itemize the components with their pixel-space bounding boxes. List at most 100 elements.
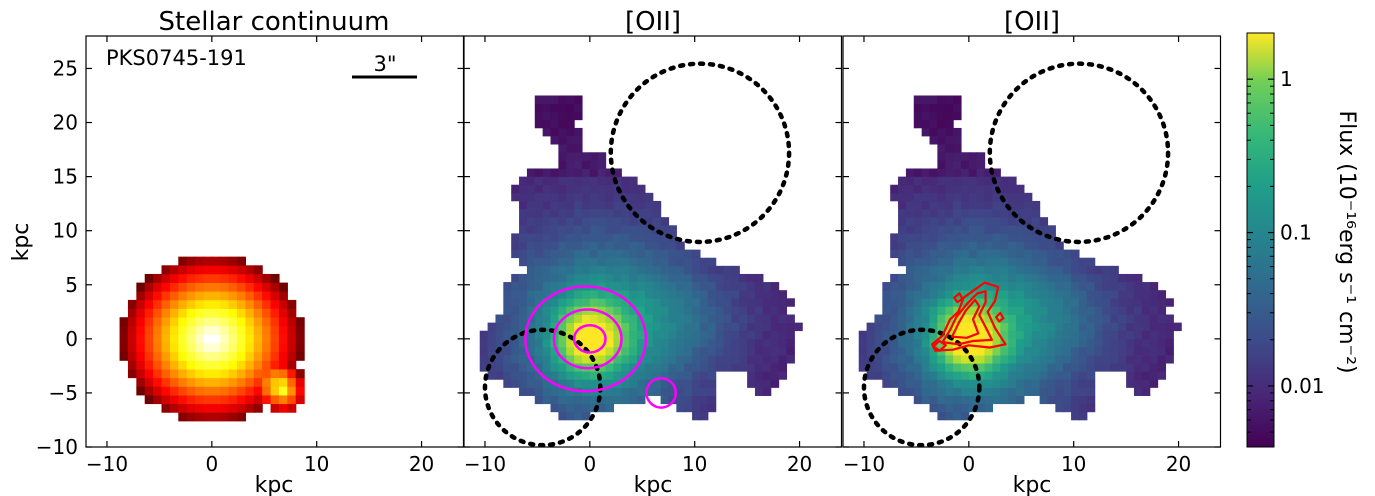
oii-pixel [1102, 338, 1111, 348]
continuum-pixel [245, 325, 255, 335]
oii-pixel [1078, 322, 1088, 332]
oii-pixel [1165, 322, 1174, 332]
oii-pixel [992, 379, 1001, 388]
continuum-pixel [245, 360, 255, 370]
continuum-pixel [253, 317, 263, 327]
oii-pixel [945, 411, 954, 421]
oii-pixel [566, 249, 575, 259]
oii-pixel [692, 306, 701, 315]
oii-pixel [566, 184, 575, 194]
oii-pixel [574, 330, 583, 340]
oii-pixel [1141, 338, 1151, 348]
y-tick-label: 15 [53, 165, 78, 189]
oii-pixel [945, 184, 954, 194]
oii-pixel [684, 371, 693, 380]
oii-pixel [676, 346, 685, 356]
oii-pixel [1055, 371, 1064, 380]
oii-pixel [1149, 298, 1159, 307]
oii-pixel [1016, 338, 1025, 348]
continuum-pixel [270, 325, 280, 335]
oii-pixel [1000, 387, 1009, 396]
oii-pixel [1047, 338, 1056, 348]
oii-pixel [984, 192, 994, 202]
oii-pixel [534, 306, 544, 315]
oii-pixel [637, 298, 646, 307]
oii-pixel [526, 200, 536, 210]
oii-pixel [1023, 265, 1033, 275]
y-tick-label: 0 [65, 327, 78, 351]
oii-pixel [762, 379, 772, 388]
oii-pixel [542, 111, 552, 121]
oii-pixel [668, 330, 677, 340]
oii-pixel [1071, 330, 1080, 340]
continuum-pixel [253, 377, 263, 387]
oii-pixel [778, 290, 788, 299]
continuum-pixel [270, 403, 280, 413]
oii-pixel [707, 403, 717, 413]
oii-pixel [898, 225, 907, 234]
continuum-pixel [144, 334, 154, 344]
oii-pixel [945, 355, 954, 364]
oii-pixel [937, 144, 946, 153]
oii-pixel [581, 322, 591, 332]
oii-pixel [882, 346, 891, 356]
continuum-pixel [278, 369, 288, 379]
oii-pixel [637, 249, 646, 259]
continuum-pixel [195, 265, 205, 275]
continuum-pixel [195, 360, 205, 370]
oii-pixel [597, 192, 607, 202]
oii-pixel [1023, 241, 1033, 250]
oii-pixel [1047, 298, 1056, 307]
continuum-pixel [169, 273, 179, 283]
oii-pixel [699, 314, 709, 323]
oii-pixel [754, 282, 764, 291]
oii-pixel [992, 225, 1001, 234]
oii-pixel [684, 314, 693, 323]
oii-pixel [945, 176, 954, 186]
oii-pixel [550, 306, 559, 315]
continuum-pixel [220, 308, 230, 318]
continuum-pixel [211, 377, 221, 387]
oii-pixel [1086, 265, 1096, 275]
oii-pixel [1063, 387, 1072, 396]
oii-pixel [1165, 338, 1174, 348]
oii-pixel [1133, 387, 1143, 396]
x-tick-label: 0 [962, 452, 975, 476]
oii-pixel [968, 290, 978, 299]
continuum-pixel [144, 360, 154, 370]
oii-pixel [1008, 363, 1017, 372]
oii-pixel [770, 363, 780, 372]
oii-pixel [581, 411, 591, 421]
oii-pixel [597, 233, 607, 242]
oii-pixel [637, 322, 646, 332]
oii-pixel [898, 233, 907, 242]
oii-pixel [1071, 355, 1080, 364]
x-tick-label: −10 [843, 452, 885, 476]
oii-pixel [542, 200, 552, 210]
oii-pixel [968, 225, 978, 234]
oii-pixel [707, 265, 717, 275]
oii-pixel [550, 314, 559, 323]
oii-pixel [945, 144, 954, 153]
oii-pixel [660, 330, 670, 340]
oii-pixel [684, 330, 693, 340]
continuum-pixel [203, 273, 213, 283]
oii-pixel [929, 346, 938, 356]
oii-pixel [534, 200, 544, 210]
oii-pixel [605, 395, 615, 405]
continuum-pixel [270, 299, 280, 309]
oii-pixel [960, 290, 970, 299]
oii-pixel [754, 387, 764, 396]
oii-pixel [692, 395, 701, 405]
oii-pixel [1126, 355, 1135, 364]
oii-pixel [913, 363, 923, 372]
oii-pixel [953, 136, 962, 145]
oii-pixel [992, 330, 1001, 340]
oii-pixel [715, 346, 725, 356]
oii-pixel [534, 176, 544, 186]
oii-pixel [589, 160, 599, 169]
oii-pixel [644, 338, 654, 348]
oii-pixel [984, 298, 994, 307]
panel-frame-2 [463, 35, 843, 448]
